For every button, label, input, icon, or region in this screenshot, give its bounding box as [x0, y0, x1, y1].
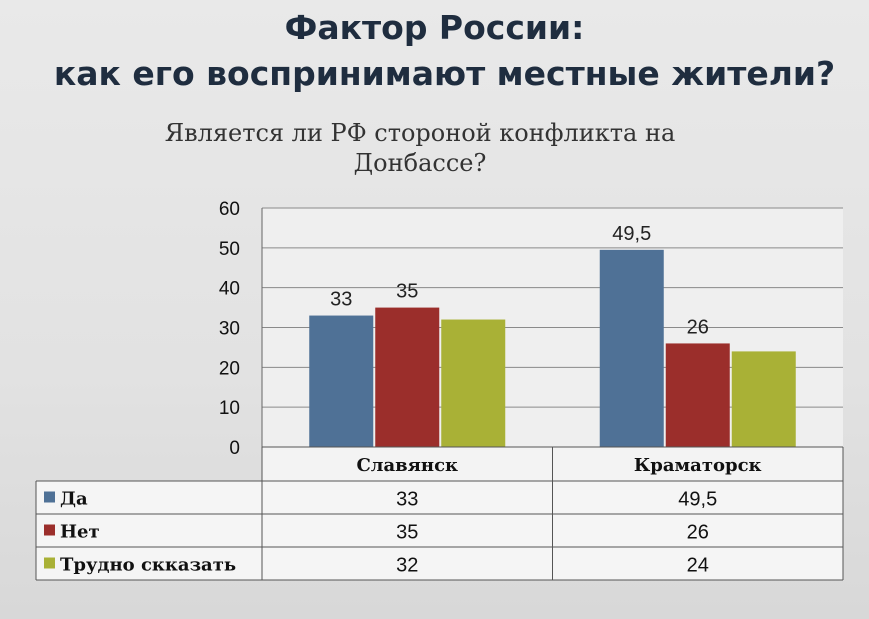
y-tick-label: 10	[219, 398, 240, 419]
table-series-name: Нет	[60, 522, 100, 543]
bar	[441, 319, 506, 447]
table-value: 24	[687, 555, 709, 577]
table-series-name: Трудно скказать	[60, 555, 236, 576]
bar	[309, 315, 374, 447]
bar	[375, 307, 440, 447]
table-value: 35	[396, 522, 418, 544]
legend-key	[44, 557, 55, 569]
legend-key	[44, 491, 55, 503]
legend-key	[44, 524, 55, 536]
y-tick-label: 60	[219, 199, 240, 220]
table-value: 33	[396, 489, 418, 511]
slide-title-line1: Фактор России:	[284, 8, 585, 47]
category-label: Краматорск	[634, 455, 762, 476]
table-series-name: Да	[60, 489, 88, 510]
y-tick-label: 0	[229, 438, 240, 459]
y-tick-label: 40	[219, 279, 240, 300]
y-tick-label: 30	[219, 319, 240, 340]
category-label: Славянск	[356, 455, 458, 476]
bar	[731, 351, 796, 447]
bar	[665, 343, 730, 447]
bar-data-label: 49,5	[612, 223, 651, 245]
table-body-bg	[36, 481, 843, 580]
y-tick-label: 20	[219, 358, 240, 379]
table-value: 26	[687, 522, 709, 544]
slide-title-line2: как его воспринимают местные жители?	[53, 54, 836, 93]
bar-data-label: 35	[396, 281, 418, 303]
bar	[599, 249, 664, 447]
chart-title: Является ли РФ стороной конфликта на Дон…	[164, 119, 676, 177]
bar-data-label: 33	[330, 289, 352, 311]
y-tick-label: 50	[219, 239, 240, 260]
table-value: 32	[396, 555, 418, 577]
table-value: 49,5	[678, 489, 717, 511]
bar-data-label: 26	[687, 316, 709, 338]
